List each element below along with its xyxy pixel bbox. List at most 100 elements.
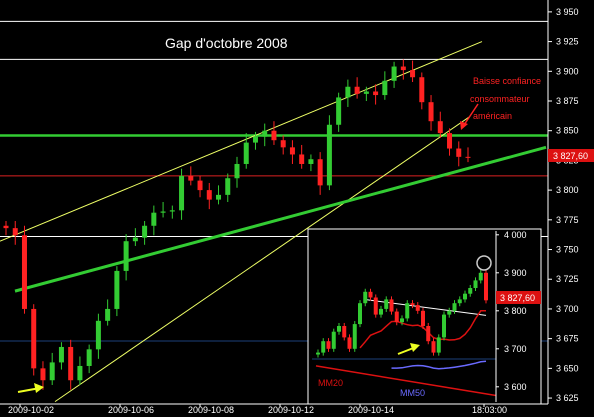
x-tick-label: 18:03:00 <box>472 405 507 415</box>
candle <box>3 225 9 229</box>
last-price-tag: 3 827,60 <box>548 149 594 162</box>
candle <box>373 91 379 96</box>
candle <box>456 148 462 157</box>
inset-candle <box>426 326 431 342</box>
inset-candle <box>368 291 373 298</box>
candle <box>428 102 434 122</box>
inset-candle <box>384 299 389 309</box>
candle <box>151 212 157 226</box>
y-tick-label: 3 875 <box>556 96 579 106</box>
candle <box>123 241 129 271</box>
inset-candle <box>373 297 378 315</box>
candle <box>12 228 18 236</box>
inset-y-tick-label: 3 700 <box>504 344 527 354</box>
inset-candle <box>410 303 415 306</box>
inset-last-price-tag: 3 827,60 <box>496 291 541 304</box>
candle <box>289 147 295 155</box>
inset-candle <box>342 326 347 338</box>
candle <box>262 130 268 137</box>
candle <box>234 163 240 179</box>
chart-title: Gap d'octobre 2008 <box>165 35 288 51</box>
inset-candle <box>436 337 441 353</box>
ma50-line <box>391 360 487 370</box>
y-tick-label: 3 725 <box>556 274 579 284</box>
candle <box>31 308 37 369</box>
y-tick-label: 3 800 <box>556 185 579 195</box>
legend-ma50: MM50 <box>400 388 425 398</box>
candle <box>317 159 323 186</box>
x-tick-label: 2009-10-14 <box>348 405 394 415</box>
candle <box>105 308 111 321</box>
inset-candle <box>321 341 326 353</box>
x-tick-label: 2009-10-06 <box>108 405 154 415</box>
inset-plot <box>312 269 497 397</box>
inset-candle <box>363 291 368 304</box>
main-plot <box>0 20 548 403</box>
candle <box>400 66 406 71</box>
inset-candle <box>400 318 404 323</box>
inset-y-tick-label: 3 900 <box>504 268 527 278</box>
candle <box>410 70 416 78</box>
candle <box>77 365 83 381</box>
trendline-support <box>14 145 547 293</box>
candle <box>243 142 249 164</box>
y-tick-label: 3 750 <box>556 245 579 255</box>
candle <box>160 211 166 213</box>
inset-y-tick-label: 3 600 <box>504 382 527 392</box>
candle <box>354 86 360 94</box>
inset-candle <box>389 299 394 312</box>
candle <box>382 80 388 96</box>
candle <box>132 237 138 242</box>
candle <box>197 180 203 191</box>
inset-candle <box>316 352 320 355</box>
candle <box>86 349 92 366</box>
inset-candle <box>331 331 336 349</box>
candle <box>308 159 314 164</box>
inset-candle <box>405 303 410 319</box>
channel-upper <box>0 41 483 242</box>
inset-candle <box>442 314 446 338</box>
candle <box>58 346 64 363</box>
highlight-circle <box>476 255 492 271</box>
legend-ma20: MM20 <box>318 378 343 388</box>
x-tick-label: 2009-10-02 <box>8 405 54 415</box>
candle <box>114 270 120 309</box>
candle <box>225 178 231 195</box>
candle <box>271 130 277 141</box>
y-tick-label: 3 900 <box>556 66 579 76</box>
candle <box>95 320 101 350</box>
x-axis: 2009-10-02 2009-10-06 2009-10-08 2009-10-12… <box>0 403 548 415</box>
inset-candle <box>463 293 467 300</box>
inset-candle <box>473 280 478 288</box>
inset-candle <box>452 303 457 311</box>
candle <box>68 346 74 381</box>
inset-candle <box>337 326 341 332</box>
inset-red-trendline <box>315 365 497 397</box>
candle <box>447 133 453 149</box>
candle <box>363 91 369 94</box>
inset-candle <box>379 308 383 315</box>
candle <box>419 77 425 103</box>
candle <box>21 235 27 309</box>
candle <box>49 362 55 381</box>
inset-last-price-label: 3 827,60 <box>500 293 535 303</box>
y-tick-label: 3 675 <box>556 334 579 344</box>
annotation: Baisse confiance consommateur américain <box>470 76 541 121</box>
candle <box>299 154 305 164</box>
candle <box>326 124 332 186</box>
inset-candle <box>347 337 352 349</box>
candle <box>465 156 471 158</box>
candle <box>206 190 212 200</box>
candle <box>40 368 46 381</box>
candle <box>391 66 397 81</box>
inset-candle <box>468 288 473 294</box>
y-tick-label: 3 775 <box>556 215 579 225</box>
y-tick-label: 3 700 <box>556 304 579 314</box>
inset-candle <box>478 272 483 281</box>
y-tick-label: 3 650 <box>556 363 579 373</box>
candle <box>188 175 194 181</box>
candle <box>216 194 222 200</box>
annotation-line: consommateur <box>470 94 530 104</box>
inset-candle <box>358 303 362 325</box>
